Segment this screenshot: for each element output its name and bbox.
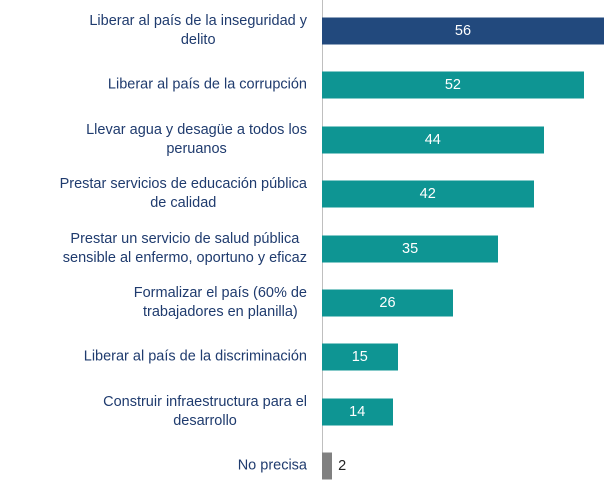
category-label: Construir infraestructura para el desarr… bbox=[0, 393, 307, 431]
category-text: Prestar servicios de educación pública d… bbox=[59, 176, 307, 212]
category-label: Prestar servicios de educación pública d… bbox=[0, 175, 307, 213]
value-label: 44 bbox=[424, 131, 441, 148]
value-label: 15 bbox=[351, 349, 368, 366]
category-label: Formalizar el país (60% de trabajadores … bbox=[0, 284, 307, 322]
value-label: 56 bbox=[454, 23, 472, 39]
bar bbox=[322, 452, 333, 480]
bar bbox=[322, 235, 499, 263]
bar bbox=[322, 17, 604, 45]
category-text: Liberar al país de la discriminación bbox=[83, 348, 307, 365]
category-text: Construir infraestructura para el desarr… bbox=[103, 393, 307, 429]
category-label: Prestar un servicio de salud pública sen… bbox=[0, 230, 307, 268]
bar bbox=[322, 289, 453, 317]
bar bbox=[322, 398, 393, 426]
category-label: Liberar al país de la inseguridad y deli… bbox=[0, 12, 307, 50]
category-label: Liberar al país de la corrupción bbox=[0, 76, 307, 95]
value-label: 14 bbox=[349, 403, 366, 420]
category-text: Liberar al país de la inseguridad y deli… bbox=[89, 13, 307, 48]
category-label: Llevar agua y desagüe a todos los peruan… bbox=[0, 121, 307, 159]
bar bbox=[322, 343, 398, 371]
value-label: 26 bbox=[379, 295, 396, 311]
category-label: Liberar al país de la discriminación bbox=[0, 348, 307, 367]
value-label: 52 bbox=[444, 77, 461, 94]
category-text: Llevar agua y desagüe a todos los peruan… bbox=[86, 121, 307, 157]
category-text: No precisa bbox=[237, 457, 307, 474]
bar bbox=[322, 180, 534, 208]
category-text: Prestar un servicio de salud pública sen… bbox=[62, 230, 307, 266]
value-label: 35 bbox=[402, 240, 419, 257]
category-text: Formalizar el país (60% de trabajadores … bbox=[133, 285, 307, 320]
value-label: 42 bbox=[419, 186, 436, 203]
bar bbox=[322, 126, 544, 154]
category-text: Liberar al país de la corrupción bbox=[107, 76, 307, 93]
category-label: No precisa bbox=[0, 457, 307, 476]
bar bbox=[322, 71, 584, 99]
value-label: 2 bbox=[338, 458, 347, 475]
